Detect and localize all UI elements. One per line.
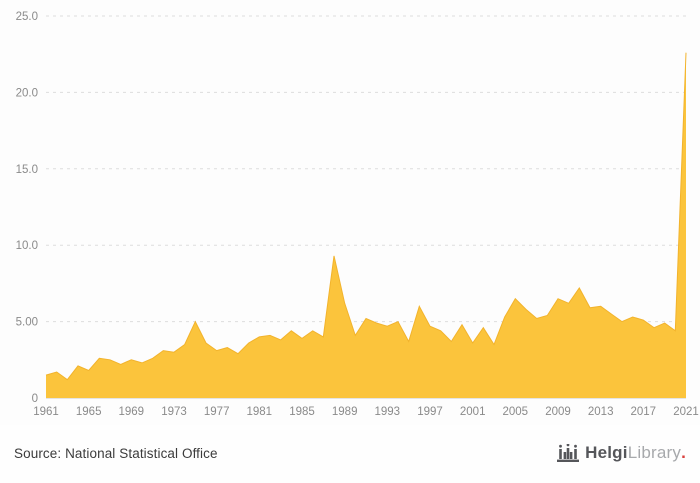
series-line bbox=[45, 52, 687, 381]
logo-text-secondary: Library bbox=[627, 443, 682, 462]
chart-footer: Source: National Statistical Office Helg… bbox=[0, 425, 700, 481]
x-axis-tick-label: 2013 bbox=[588, 406, 614, 418]
x-axis-tick-label: 1965 bbox=[76, 406, 102, 418]
logo-wordmark: HelgiLibrary. bbox=[585, 443, 686, 463]
logo-dot: . bbox=[681, 443, 686, 462]
x-axis-tick-label: 1961 bbox=[33, 406, 59, 418]
x-axis-tick-label: 1981 bbox=[247, 406, 273, 418]
helgi-library-logo[interactable]: HelgiLibrary. bbox=[556, 443, 686, 463]
y-axis-tick-label: 5.00 bbox=[16, 317, 38, 329]
y-axis-tick-label: 0 bbox=[32, 393, 38, 405]
x-axis-tick-label: 1977 bbox=[204, 406, 230, 418]
area-series bbox=[46, 52, 686, 398]
x-axis-tick-label: 1973 bbox=[161, 406, 187, 418]
x-axis-tick-label: 2021 bbox=[673, 406, 699, 418]
x-axis-tick-label: 2009 bbox=[545, 406, 571, 418]
bar-chart-logo-icon bbox=[557, 443, 580, 462]
y-axis-tick-label: 20.0 bbox=[16, 87, 38, 99]
x-axis-tick-label: 1997 bbox=[417, 406, 443, 418]
x-axis-tick-label: 1985 bbox=[289, 406, 315, 418]
x-axis-tick-label: 1993 bbox=[375, 406, 401, 418]
x-axis-tick-label: 2001 bbox=[460, 406, 486, 418]
y-axis-tick-label: 25.0 bbox=[16, 11, 38, 23]
chart-area: 0 5.00 10.0 15.0 20.0 25.0 1961 1965 1969 1973 197… bbox=[15, 11, 699, 418]
x-axis-tick-label: 1969 bbox=[119, 406, 145, 418]
source-label: Source: National Statistical Office bbox=[14, 445, 218, 461]
logo-text-primary: Helgi bbox=[585, 443, 628, 462]
y-axis-tick-label: 10.0 bbox=[16, 240, 38, 252]
area-chart-svg: 0 5.00 10.0 15.0 20.0 25.0 1961 1965 1969 1973 197… bbox=[16, 11, 699, 418]
y-axis-tick-label: 15.0 bbox=[16, 164, 38, 176]
x-axis-tick-label: 2017 bbox=[631, 406, 657, 418]
x-axis-tick-label: 2005 bbox=[503, 406, 529, 418]
x-axis-tick-label: 1989 bbox=[332, 406, 358, 418]
